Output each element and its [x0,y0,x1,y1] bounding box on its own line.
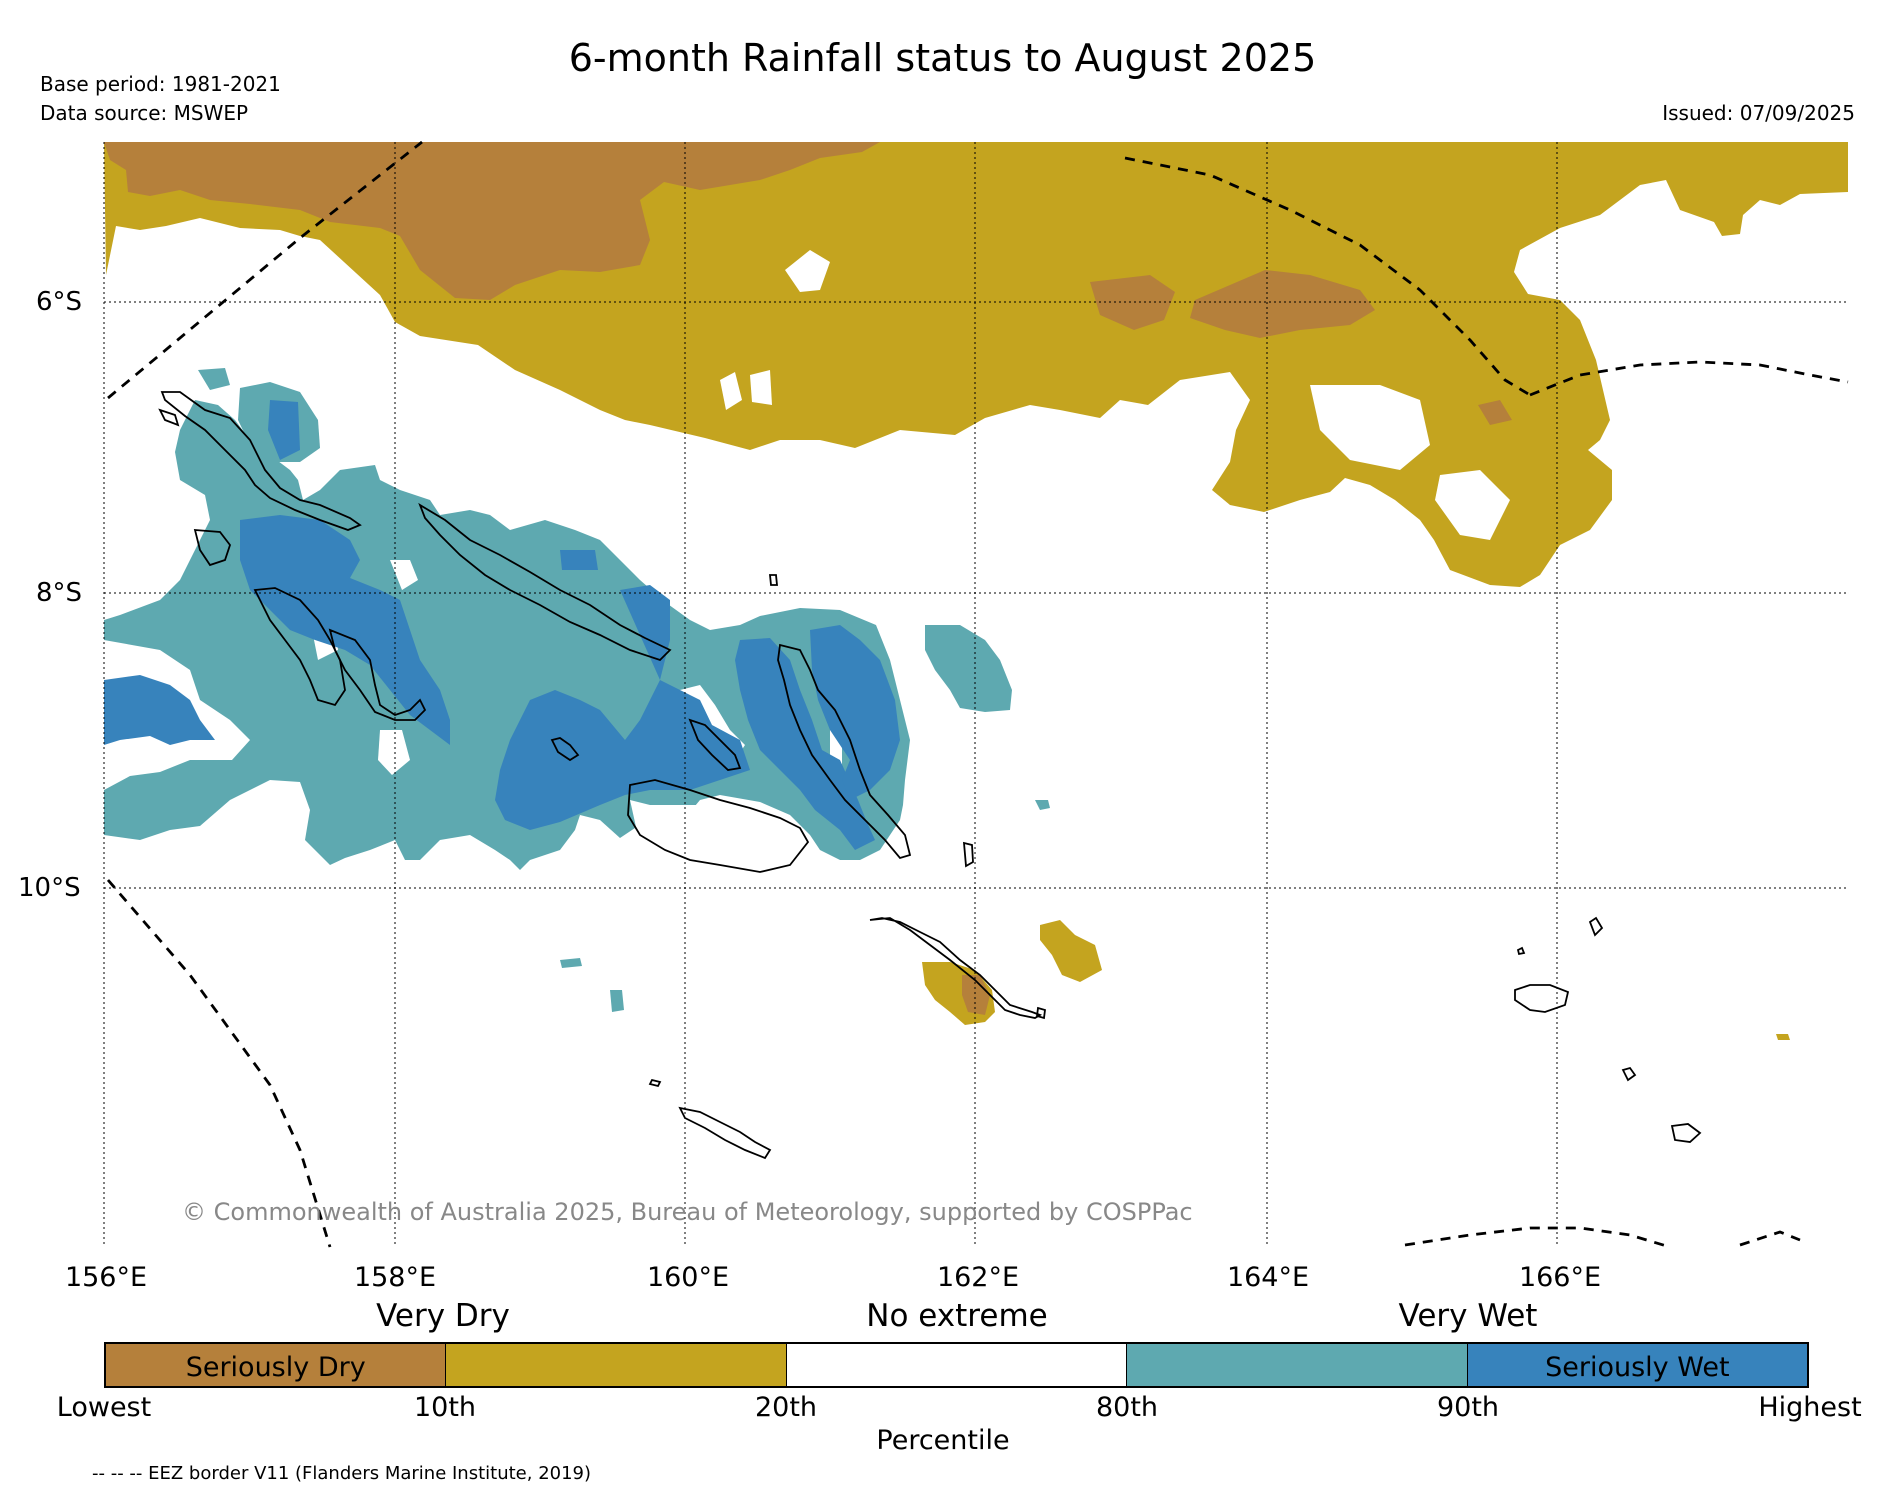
legend-very-dry-header: Very Dry [376,1298,510,1334]
legend-colorbar: Seriously Dry Seriously Wet [104,1342,1809,1388]
eez-footnote: -- -- -- EEZ border V11 (Flanders Marine… [92,1463,592,1484]
lat-label-6s: 6°S [36,287,83,317]
legend-seriously-dry-label: Seriously Dry [185,1352,366,1383]
legend-segment-seriously-wet: Seriously Wet [1467,1344,1808,1386]
lon-label-158e: 158°E [353,1262,437,1293]
issued-date-text: Issued: 07/09/2025 [1662,101,1855,125]
lon-label-160e: 160°E [646,1262,730,1293]
legend-very-wet-header: Very Wet [1398,1298,1538,1334]
legend-segment-very-dry [446,1344,787,1386]
seriously-wet-region [104,675,215,745]
lon-label-164e: 164°E [1226,1262,1310,1293]
legend-segment-seriously-dry: Seriously Dry [106,1344,447,1386]
seriously-dry-region [104,142,880,300]
lon-label-166e: 166°E [1518,1262,1602,1293]
legend-tick-10th: 10th [413,1392,477,1423]
legend-segment-very-wet [1127,1344,1468,1386]
legend-tick-80th: 80th [1095,1392,1159,1423]
legend-tick-highest: Highest [1758,1392,1862,1423]
eez-border-lines [106,140,1849,1249]
legend-tick-lowest: Lowest [56,1392,152,1423]
base-period-text: Base period: 1981-2021 [40,72,281,96]
legend-tick-90th: 90th [1436,1392,1500,1423]
legend-segment-no-extreme [786,1344,1128,1386]
data-source-text: Data source: MSWEP [40,101,249,125]
legend-no-extreme-header: No extreme [866,1298,1048,1334]
legend-seriously-wet-label: Seriously Wet [1545,1352,1730,1383]
legend-tick-20th: 20th [754,1392,818,1423]
copyright-notice: © Commonwealth of Australia 2025, Bureau… [182,1198,1193,1226]
lat-label-8s: 8°S [36,578,83,608]
lat-label-10s: 10°S [18,873,81,903]
graticule [103,142,1848,1247]
lon-label-156e: 156°E [64,1262,148,1293]
lon-label-162e: 162°E [936,1262,1020,1293]
map-title: 6-month Rainfall status to August 2025 [568,36,1317,80]
legend-axis-label: Percentile [876,1425,1010,1456]
island-outlines [158,391,1702,1160]
